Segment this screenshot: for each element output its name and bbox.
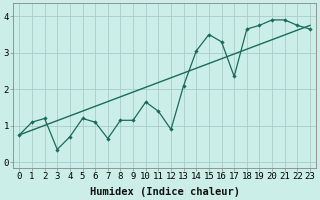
- X-axis label: Humidex (Indice chaleur): Humidex (Indice chaleur): [90, 186, 240, 197]
